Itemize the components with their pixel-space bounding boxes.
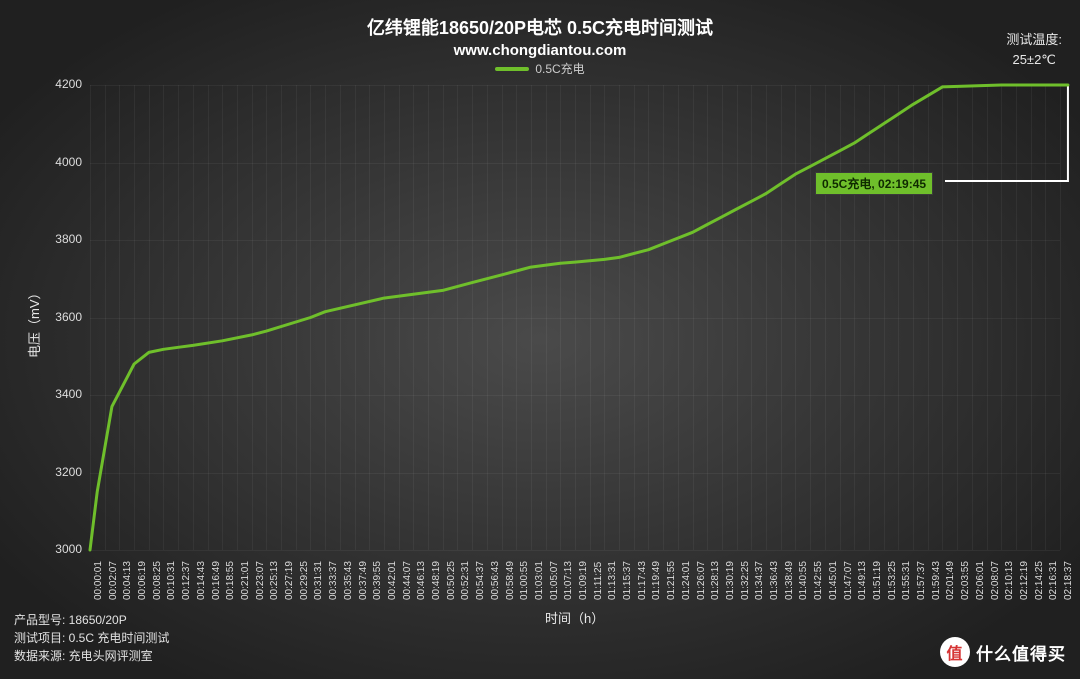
- callout-text: 0.5C充电, 02:19:45: [822, 177, 926, 191]
- watermark: 值 什么值得买: [940, 637, 1066, 667]
- footer-row: 数据来源: 充电头网评测室: [14, 647, 169, 665]
- footer-info: 产品型号: 18650/20P测试项目: 0.5C 充电时间测试数据来源: 充电…: [14, 611, 169, 665]
- callout-box: 0.5C充电, 02:19:45: [815, 172, 933, 195]
- watermark-badge: 值: [940, 637, 970, 667]
- chart-root: 亿纬锂能18650/20P电芯 0.5C充电时间测试 www.chongdian…: [0, 0, 1080, 679]
- footer-row: 产品型号: 18650/20P: [14, 611, 169, 629]
- watermark-text: 什么值得买: [976, 640, 1066, 665]
- callout-leader: [945, 85, 1068, 181]
- series-line: [90, 85, 1068, 550]
- plot-area: [0, 0, 1080, 679]
- footer-row: 测试项目: 0.5C 充电时间测试: [14, 629, 169, 647]
